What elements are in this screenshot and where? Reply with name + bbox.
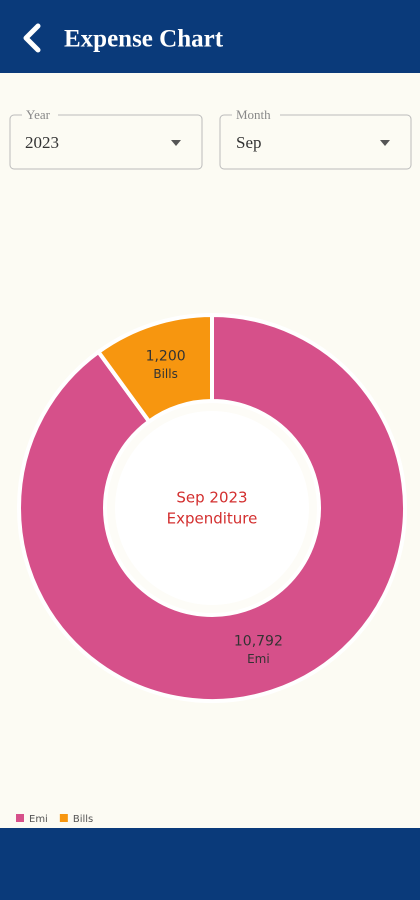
donut-slice [95,312,214,425]
slice-name-label: Emi [247,652,270,666]
center-label: Expenditure [167,510,258,528]
legend-label: Bills [73,814,93,825]
legend-label: Emi [29,814,48,825]
legend-swatch [59,814,68,822]
year-dropdown[interactable]: Year 2023 [9,107,203,170]
app-bar [0,0,420,73]
slice-value-label: 10,792 [234,634,283,650]
slice-value-label: 1,200 [146,348,186,364]
back-button[interactable] [23,23,41,53]
bottom-bar [0,828,420,900]
month-dropdown[interactable]: Month Sep [219,107,412,170]
label-backing [232,109,280,121]
donut-chart: 10,792 Emi 1,200 Bills Sep 2023 Expenditure Em… [16,312,407,825]
dropdown-value: Sep [236,133,262,152]
donut-slice [17,312,407,703]
dropdown-arrow [171,140,181,146]
center-hole [115,411,309,605]
dropdown-value: 2023 [25,133,59,152]
legend-swatch [16,814,24,822]
label-backing [22,109,58,121]
page-title: Expense Chart [64,26,224,53]
dropdown-label: Month [236,107,271,122]
dropdown-label: Year [26,107,51,122]
dropdown-box [219,114,412,170]
dropdown-arrow [380,140,390,146]
center-label: Sep 2023 [176,489,247,507]
slice-name-label: Bills [153,367,178,381]
dropdown-box [9,114,203,170]
